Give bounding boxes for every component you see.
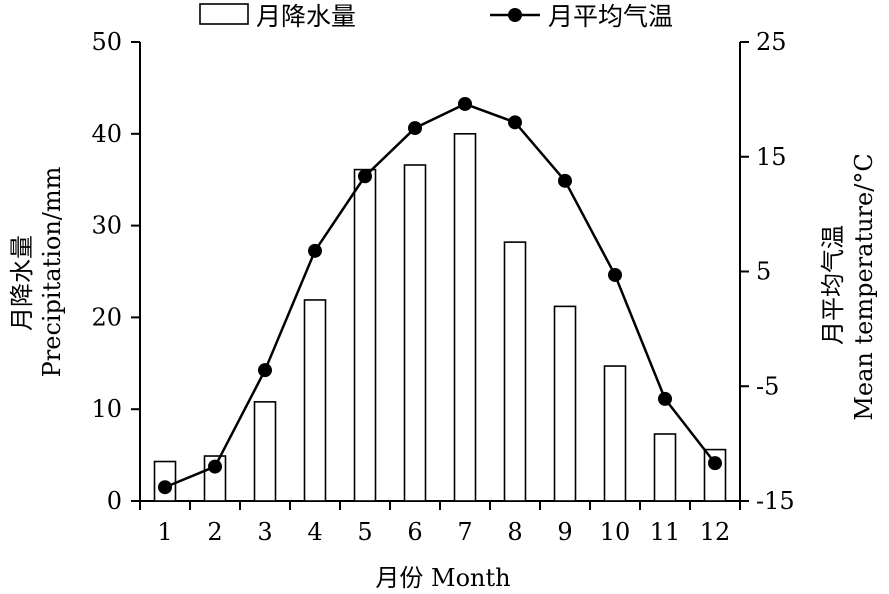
temperature-point	[608, 267, 622, 282]
x-tick-label: 9	[557, 518, 572, 546]
x-tick-label: 8	[507, 518, 522, 546]
temperature-point	[508, 115, 522, 130]
temperature-point	[708, 456, 722, 471]
temperature-point	[558, 173, 572, 188]
temperature-point	[408, 121, 422, 136]
legend-bar-swatch	[199, 3, 249, 25]
x-tick-label: 4	[307, 518, 322, 546]
precipitation-bar	[303, 299, 327, 502]
x-tick-label: 6	[407, 518, 422, 546]
x-tick-label: 5	[357, 518, 372, 546]
x-tick-label: 12	[700, 518, 731, 546]
x-tick-label: 1	[157, 518, 172, 546]
precipitation-bar	[603, 365, 627, 502]
axes	[131, 41, 749, 510]
y-left-tick-label: 10	[91, 395, 122, 423]
precipitation-bar	[453, 133, 477, 502]
y-left-title-cn: 月降水量	[8, 235, 36, 331]
temperature-point	[458, 96, 472, 111]
precipitation-bar	[253, 401, 277, 502]
x-tick-label: 11	[650, 518, 681, 546]
x-tick-label: 7	[457, 518, 472, 546]
temperature-point	[258, 363, 272, 378]
precipitation-bar	[403, 164, 427, 502]
y-left-tick-label: 0	[107, 487, 122, 515]
x-tick-label: 3	[257, 518, 272, 546]
x-axis-title: 月份 Month	[375, 564, 510, 592]
y-left-tick-label: 40	[91, 120, 122, 148]
y-right-tick-label: 5	[756, 258, 771, 286]
y-right-tick-label: 15	[756, 143, 787, 171]
precipitation-bar	[353, 168, 377, 502]
legend-line-label: 月平均气温	[548, 2, 673, 31]
legend-bar-label: 月降水量	[256, 2, 356, 31]
y-left-tick-label: 30	[91, 212, 122, 240]
temperature-point	[208, 459, 222, 474]
temperature-point	[658, 391, 672, 406]
y-right-tick-label: -5	[756, 372, 779, 400]
precipitation-bars	[153, 133, 727, 502]
precipitation-bar	[653, 433, 677, 502]
x-tick-label: 2	[207, 518, 222, 546]
temperature-line	[158, 96, 722, 495]
y-right-tick-label: -15	[756, 487, 795, 515]
precipitation-bar	[553, 305, 577, 502]
y-left-tick-label: 20	[91, 303, 122, 331]
precipitation-bar	[503, 241, 527, 502]
y-right-title-cn: 月平均气温	[819, 225, 847, 345]
y-right-tick-label: 25	[756, 28, 787, 56]
temperature-point	[308, 243, 322, 258]
temperature-point	[358, 169, 372, 184]
temperature-point	[158, 480, 172, 495]
temperature-series-line	[164, 102, 716, 489]
y-left-title-en: Precipitation/mm	[38, 166, 66, 377]
legend-line-marker	[508, 8, 522, 22]
y-right-title-en: Mean temperature/°C	[850, 153, 878, 420]
legend: 月降水量 月平均气温	[199, 2, 673, 31]
x-tick-label: 10	[600, 518, 631, 546]
y-left-tick-label: 50	[91, 28, 122, 56]
